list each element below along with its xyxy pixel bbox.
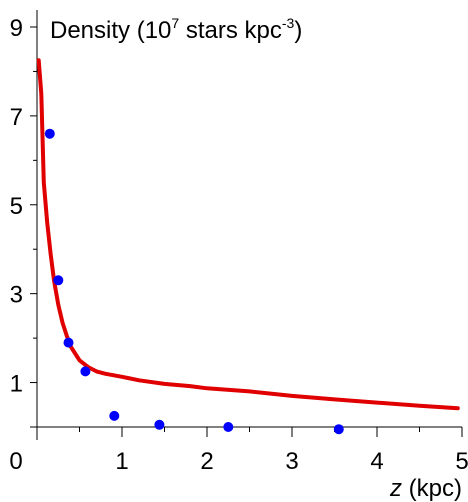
model-curve: [36, 58, 460, 411]
chart-title: Density (107 stars kpc-3): [50, 15, 302, 44]
data-point: [53, 275, 64, 286]
ticks: [30, 26, 463, 437]
data-point: [80, 366, 91, 377]
labels-layer: 0 1 2 3 4 5 1 3 5 7 9: [9, 15, 468, 475]
y-tick-label: 5: [10, 193, 23, 220]
data-point: [333, 424, 344, 435]
data-point: [44, 128, 55, 139]
x-tick-label: 1: [115, 448, 128, 475]
data-point: [223, 422, 234, 432]
y-tick-label: 9: [10, 15, 23, 42]
data-point: [63, 337, 74, 348]
x-tick-label: 2: [200, 448, 213, 475]
points-layer: [44, 128, 344, 435]
y-tick-label: 3: [10, 282, 23, 309]
axes: [30, 10, 462, 440]
x-tick-label: 5: [455, 448, 468, 475]
data-point: [109, 410, 120, 421]
data-point: [154, 419, 165, 430]
x-tick-label: 3: [285, 448, 298, 475]
y-tick-label: 7: [10, 104, 23, 131]
y-tick-label: 1: [10, 371, 23, 398]
x-axis-label: z (kpc): [389, 475, 462, 502]
x-tick-label: 0: [9, 448, 22, 475]
curve-layer: [36, 58, 460, 411]
x-tick-label: 4: [370, 448, 383, 475]
